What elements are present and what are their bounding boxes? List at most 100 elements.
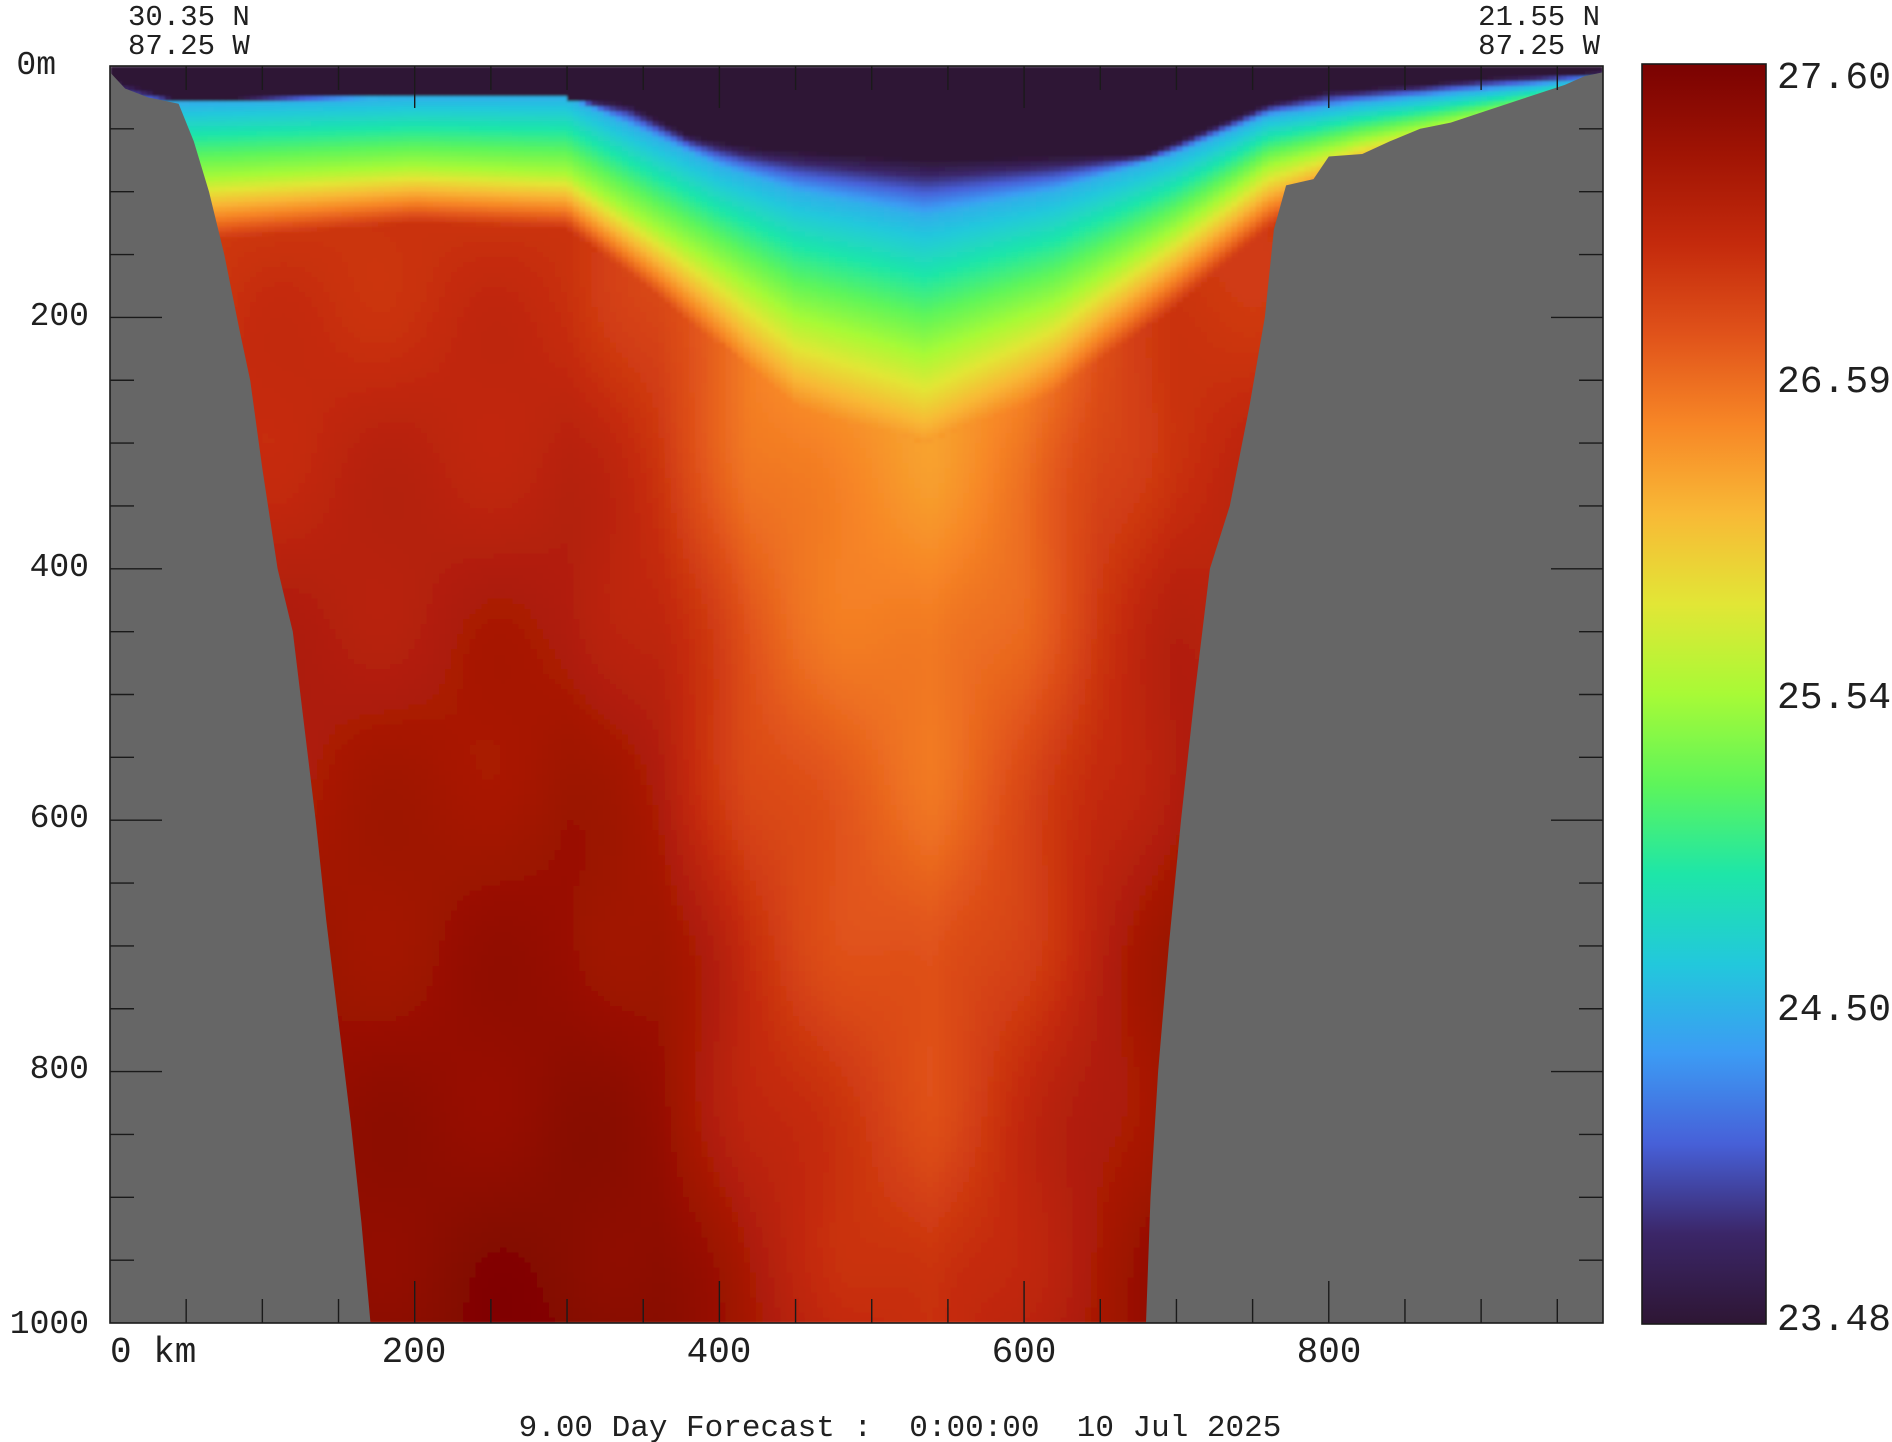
field-cell (214, 76, 221, 82)
field-cell (220, 66, 227, 72)
field-cell (220, 116, 227, 122)
field-cell (226, 111, 233, 117)
field-cell (226, 242, 233, 248)
field-cell (214, 116, 221, 122)
field-cell (208, 167, 215, 173)
field-cell (195, 116, 202, 122)
field-cell (189, 106, 196, 112)
field-cell (208, 172, 215, 178)
field-cell (226, 162, 233, 168)
field-cell (147, 86, 154, 92)
field-cell (153, 81, 160, 87)
field-cell (226, 131, 233, 137)
field-cell (214, 91, 221, 97)
field-cell (214, 86, 221, 92)
field-cell (226, 227, 233, 233)
field-cell (165, 81, 172, 87)
field-cell (128, 81, 135, 87)
field-cell (214, 146, 221, 152)
field-cell (220, 141, 227, 147)
field-cell (214, 177, 221, 183)
field-cell (122, 76, 129, 82)
field-cell (226, 177, 233, 183)
field-cell (147, 66, 154, 72)
field-cell (189, 91, 196, 97)
field-cell (214, 192, 221, 198)
field-cell (140, 71, 147, 77)
field-cell (214, 121, 221, 127)
field-cell (177, 86, 184, 92)
field-cell (189, 116, 196, 122)
field-cell (165, 76, 172, 82)
field-cell (226, 217, 233, 223)
field-cell (226, 232, 233, 238)
field-cell (159, 91, 166, 97)
field-cell (195, 76, 202, 82)
field-cell (214, 101, 221, 107)
field-cell (214, 111, 221, 117)
field-cell (214, 66, 221, 72)
field-cell (183, 101, 190, 107)
field-cell (116, 71, 123, 77)
field-cell (214, 202, 221, 208)
field-cell (214, 187, 221, 193)
field-cell (201, 136, 208, 142)
field-cell (201, 86, 208, 92)
field-cell (208, 96, 215, 102)
field-cell (177, 81, 184, 87)
field-cell (183, 96, 190, 102)
field-cell (208, 157, 215, 163)
field-cell (226, 197, 233, 203)
field-cell (214, 81, 221, 87)
field-cell (122, 81, 129, 87)
field-cell (183, 106, 190, 112)
field-cell (226, 151, 233, 157)
field-cell (177, 76, 184, 82)
field-cell (171, 86, 178, 92)
field-cell (165, 91, 172, 97)
field-cell (226, 146, 233, 152)
field-cell (165, 96, 172, 102)
field-cell (220, 86, 227, 92)
field-cell (201, 66, 208, 72)
field-cell (153, 86, 160, 92)
field-cell (128, 66, 135, 72)
field-cell (220, 126, 227, 132)
field-cell (171, 81, 178, 87)
field-cell (201, 146, 208, 152)
field-cell (214, 151, 221, 157)
field-cell (226, 192, 233, 198)
field-cell (226, 76, 233, 82)
field-cell (208, 101, 215, 107)
field-cell (159, 76, 166, 82)
field-cell (208, 131, 215, 137)
field-cell (220, 151, 227, 157)
field-cell (226, 237, 233, 243)
field-cell (195, 111, 202, 117)
field-cell (208, 151, 215, 157)
field-cell (220, 167, 227, 173)
field-cell (208, 136, 215, 142)
field-cell (220, 222, 227, 228)
field-cell (189, 101, 196, 107)
field-cell (226, 136, 233, 142)
field-cell (153, 76, 160, 82)
field-cell (195, 131, 202, 137)
field-cell (214, 182, 221, 188)
field-cell (226, 91, 233, 97)
field-cell (220, 207, 227, 213)
field-cell (220, 71, 227, 77)
field-cell (177, 91, 184, 97)
field-cell (147, 76, 154, 82)
field-cell (220, 111, 227, 117)
field-cell (214, 131, 221, 137)
field-cell (201, 157, 208, 163)
field-cell (189, 126, 196, 132)
field-cell (189, 81, 196, 87)
field-cell (195, 91, 202, 97)
field-cell (226, 126, 233, 132)
field-cell (171, 96, 178, 102)
field-cell (208, 76, 215, 82)
field-cell (140, 81, 147, 87)
field-cell (122, 71, 129, 77)
